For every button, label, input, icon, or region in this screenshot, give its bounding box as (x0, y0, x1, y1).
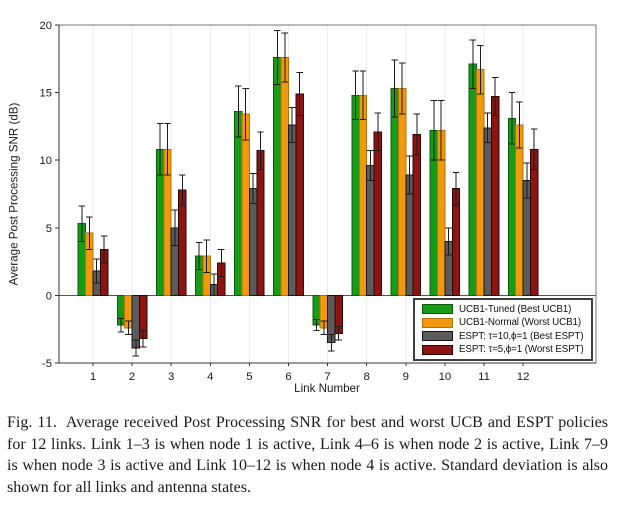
bar-link11-series2 (483, 127, 492, 296)
bar-link3-series3 (178, 189, 187, 296)
legend-label: UCB1-Normal (Worst UCB1) (459, 317, 582, 329)
legend-label: ESPT: τ=5,ϕ=1 (Worst ESPT) (459, 344, 584, 356)
x-tick-label-8: 8 (364, 371, 370, 383)
bar-link5-series2 (248, 188, 258, 296)
bar-link6-series2 (288, 124, 297, 296)
bar-link12-series1 (515, 124, 524, 296)
x-tick-label-4: 4 (207, 371, 213, 383)
bar-link5-series3 (256, 150, 265, 296)
bar-link8-series1 (358, 94, 368, 296)
legend-swatch (422, 304, 453, 315)
caption-label: Fig. 11. (7, 414, 57, 431)
x-tick-label-3: 3 (168, 371, 174, 383)
legend-swatch (422, 344, 453, 355)
bar-link6-series1 (280, 56, 290, 296)
y-tick-label-0: 0 (46, 290, 52, 302)
bar-link8-series0 (351, 94, 360, 296)
x-axis-label: Link Number (294, 382, 360, 395)
legend-item: UCB1-Normal (Worst UCB1) (422, 317, 589, 328)
legend-label: ESPT: τ=10,ϕ=1 (Best ESPT) (459, 330, 584, 342)
x-tick-label-9: 9 (403, 371, 409, 383)
legend-label: UCB1-Tuned (Best UCB1) (459, 303, 572, 315)
bar-link11-series0 (468, 63, 478, 296)
bar-link5-series0 (234, 111, 243, 296)
x-tick-label-2: 2 (129, 371, 135, 383)
y-tick-label-15: 15 (40, 88, 52, 100)
caption-text: Average received Post Processing SNR for… (7, 414, 609, 496)
bar-link12-series3 (530, 148, 539, 296)
bar-link5-series1 (241, 113, 250, 296)
x-tick-label-11: 11 (478, 371, 490, 383)
bar-link6-series3 (295, 93, 304, 296)
y-tick-label-10: 10 (40, 155, 52, 167)
y-tick-label-5: 5 (46, 223, 52, 235)
legend-item: ESPT: τ=10,ϕ=1 (Best ESPT) (422, 331, 589, 342)
bar-link12-series0 (507, 117, 517, 296)
figure-caption: Fig. 11. Average received Post Processing… (7, 412, 608, 498)
x-tick-label-10: 10 (439, 371, 452, 383)
x-tick-label-1: 1 (90, 371, 96, 383)
legend-swatch (422, 317, 453, 328)
x-tick-label-5: 5 (246, 371, 252, 383)
x-tick-label-12: 12 (517, 371, 530, 383)
bar-link8-series3 (373, 131, 383, 296)
x-tick-label-7: 7 (324, 371, 330, 383)
y-tick-label--5: -5 (42, 358, 52, 370)
legend-item: UCB1-Tuned (Best UCB1) (422, 304, 589, 315)
bar-link6-series0 (273, 56, 282, 296)
y-tick-label-20: 20 (40, 20, 52, 32)
bar-link8-series2 (366, 165, 375, 296)
legend-swatch (422, 331, 453, 342)
x-tick-label-6: 6 (285, 371, 291, 383)
y-axis-label: Average Post Processing SNR (dB) (7, 102, 21, 286)
bar-link11-series1 (476, 69, 485, 296)
bar-link9-series0 (390, 88, 399, 296)
bar-link11-series3 (490, 96, 500, 296)
legend: UCB1-Tuned (Best UCB1) UCB1-Normal (Wors… (413, 298, 593, 361)
bar-link9-series3 (412, 134, 422, 296)
snr-bar-chart: -5 0 5 10 15 20 1 2 3 4 5 6 7 8 9 10 11 12 Average Post P… (7, 20, 597, 395)
legend-item: ESPT: τ=5,ϕ=1 (Worst ESPT) (422, 344, 589, 355)
bar-link9-series1 (397, 88, 407, 296)
